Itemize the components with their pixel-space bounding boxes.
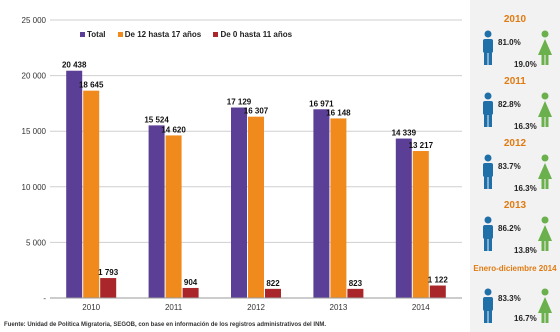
- male-percent: 86.2%: [498, 224, 521, 233]
- female-percent: 16.3%: [514, 184, 537, 193]
- data-label: 16 148: [326, 108, 351, 117]
- gender-year-label: 2011: [504, 76, 526, 87]
- data-label: 20 438: [62, 61, 87, 70]
- female-percent: 16.3%: [514, 122, 537, 131]
- bars: [66, 70, 446, 299]
- gender-group-2011: 2011 82.8% 16.3%: [470, 72, 560, 134]
- legend-item-12-17: De 12 hasta 17 años: [117, 30, 202, 39]
- legend-label: Total: [87, 30, 106, 39]
- gender-year-label: 2010: [503, 14, 527, 25]
- female-icon: [538, 92, 552, 127]
- y-tick-label: -: [43, 294, 46, 303]
- bar: [248, 116, 264, 298]
- male-percent: 81.0%: [498, 38, 521, 47]
- male-icon: [483, 92, 493, 127]
- data-label: 18 645: [79, 81, 104, 90]
- female-icon: [538, 216, 552, 251]
- data-label: 17 129: [227, 98, 252, 107]
- bar: [330, 118, 347, 299]
- male-percent: 83.7%: [498, 162, 521, 171]
- data-label: 16 307: [244, 107, 269, 116]
- x-tick-label: 2012: [247, 303, 265, 312]
- data-label: 904: [184, 278, 198, 287]
- bar: [83, 90, 100, 298]
- gender-year-label: 2013: [503, 200, 527, 211]
- data-label: 1 122: [428, 276, 449, 285]
- legend-label: De 12 hasta 17 años: [124, 30, 202, 39]
- data-label: 15 524: [144, 115, 169, 124]
- y-tick-label: 20 000: [22, 72, 47, 81]
- bar: [265, 288, 281, 298]
- legend-item-total: Total: [80, 30, 106, 39]
- y-tick-label: 25 000: [22, 16, 47, 25]
- bar: [395, 138, 412, 298]
- bar: [313, 109, 330, 299]
- gender-panel: 2010 81.0% 19.0% 2011 82.8% 16.3% 2012 8…: [470, 0, 560, 332]
- y-tick-label: 10 000: [22, 183, 47, 192]
- gender-year-label: 2012: [503, 138, 527, 149]
- male-icon: [483, 154, 493, 189]
- y-tick-label: 5 000: [26, 238, 47, 247]
- male-icon: [483, 216, 493, 251]
- female-icon: [538, 30, 552, 65]
- male-icon: [483, 30, 493, 65]
- y-axis-ticks: 25 000 20 000 15 000 10 000 5 000 -: [22, 16, 47, 303]
- gender-group-2012: 2012 83.7% 16.3%: [470, 134, 560, 196]
- female-percent: 13.8%: [514, 246, 537, 255]
- bar: [165, 135, 182, 298]
- gender-group-2014: Enero-diciembre 2014 83.3% 16.7%: [470, 262, 560, 332]
- data-label: 16 971: [309, 99, 334, 108]
- male-icon: [483, 288, 493, 323]
- bar: [100, 278, 117, 298]
- data-label: 823: [349, 279, 363, 288]
- male-percent: 82.8%: [498, 100, 521, 109]
- x-tick-label: 2010: [82, 303, 100, 312]
- bar: [231, 107, 247, 299]
- legend-swatch: [117, 32, 123, 38]
- gender-group-2013: 2013 86.2% 13.8%: [470, 196, 560, 258]
- legend-item-0-11: De 0 hasta 11 años: [213, 30, 292, 39]
- data-label: 822: [266, 279, 280, 288]
- legend-swatch: [80, 32, 85, 38]
- source-note: Fuente: Unidad de Política Migratoria, S…: [4, 322, 327, 328]
- bar-chart: 25 000 20 000 15 000 10 000 5 000 - 20 438 18 …: [22, 16, 462, 312]
- female-percent: 16.7%: [514, 314, 537, 323]
- bar: [148, 125, 165, 298]
- bar: [412, 151, 429, 298]
- data-label: 14 339: [392, 129, 417, 138]
- bar: [66, 70, 83, 299]
- female-icon: [538, 154, 552, 189]
- female-icon: [538, 288, 552, 323]
- gender-group-2010: 2010 81.0% 19.0%: [470, 10, 560, 72]
- bar: [182, 287, 199, 298]
- x-axis-ticks: 2010 2011 2012 2013 2014: [82, 303, 430, 312]
- x-tick-label: 2014: [412, 303, 430, 312]
- data-label: 1 793: [98, 268, 119, 277]
- legend-swatch: [213, 32, 219, 38]
- data-label: 14 620: [161, 125, 186, 134]
- bar: [347, 288, 364, 298]
- male-percent: 83.3%: [498, 294, 521, 303]
- legend-label: De 0 hasta 11 años: [220, 30, 293, 39]
- female-percent: 19.0%: [514, 60, 537, 69]
- legend: Total De 12 hasta 17 años De 0 hasta 11 …: [80, 30, 302, 39]
- x-tick-label: 2011: [165, 303, 183, 312]
- data-label: 13 217: [409, 141, 434, 150]
- gender-year-label: Enero-diciembre 2014: [473, 264, 557, 273]
- bar: [429, 285, 446, 298]
- y-tick-label: 15 000: [22, 127, 47, 136]
- x-tick-label: 2013: [330, 303, 348, 312]
